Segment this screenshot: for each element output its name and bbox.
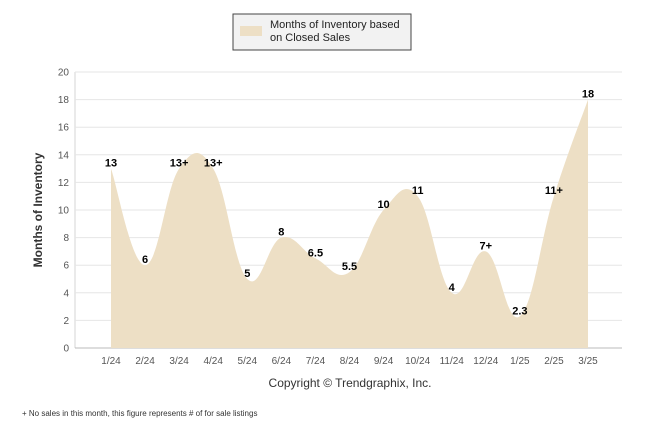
data-label: 13+ [170, 158, 189, 170]
data-label: 10 [377, 199, 389, 211]
y-tick-label: 4 [63, 288, 69, 299]
y-axis-ticks: 0 2 4 6 8 10 12 14 16 18 20 [58, 68, 70, 355]
y-tick-label: 6 [63, 261, 69, 272]
footnote-text: + No sales in this month, this figure re… [22, 409, 257, 418]
legend-swatch [240, 26, 262, 36]
y-tick-label: 14 [58, 150, 70, 161]
y-tick-label: 2 [63, 316, 69, 327]
x-tick-label: 9/24 [374, 356, 394, 367]
data-label: 5.5 [342, 261, 357, 273]
data-label: 11+ [545, 185, 563, 197]
legend: Months of Inventory based on Closed Sale… [232, 13, 412, 51]
area-fill [111, 99, 588, 348]
x-tick-label: 12/24 [473, 356, 498, 367]
x-axis-ticks: 1/24 2/24 3/24 4/24 5/24 6/24 7/24 8/24 9/24 10/2… [101, 356, 598, 367]
x-tick-label: 2/25 [544, 356, 564, 367]
data-label: 6 [142, 254, 148, 266]
data-labels: 13 6 13+ 13+ 5 8 6.5 5.5 10 11 4 7+ 2.3 11+ 18 [105, 89, 594, 318]
y-tick-label: 0 [63, 344, 69, 355]
copyright-text: Copyright © Trendgraphix, Inc. [269, 376, 432, 390]
y-tick-label: 20 [58, 68, 70, 79]
y-tick-label: 12 [58, 178, 70, 189]
legend-label-line-2: on Closed Sales [270, 32, 351, 44]
data-label: 7+ [480, 240, 493, 252]
x-tick-label: 10/24 [405, 356, 430, 367]
x-tick-label: 7/24 [306, 356, 326, 367]
data-label: 13+ [204, 158, 223, 170]
data-label: 8 [278, 227, 284, 239]
x-tick-label: 3/24 [169, 356, 189, 367]
data-label: 11 [412, 185, 424, 197]
y-tick-label: 18 [58, 95, 70, 106]
y-axis-label: Months of Inventory [31, 152, 45, 267]
y-tick-label: 16 [58, 123, 70, 134]
data-label: 2.3 [512, 305, 527, 317]
x-tick-label: 1/24 [101, 356, 121, 367]
x-tick-label: 1/25 [510, 356, 530, 367]
data-label: 6.5 [308, 247, 323, 259]
x-tick-label: 6/24 [272, 356, 292, 367]
legend-box [232, 13, 412, 51]
x-tick-label: 2/24 [135, 356, 155, 367]
data-label: 4 [449, 282, 456, 294]
x-tick-label: 5/24 [238, 356, 258, 367]
data-label: 5 [244, 268, 250, 280]
data-label: 13 [105, 158, 117, 170]
legend-label-line-1: Months of Inventory based [270, 19, 400, 31]
y-tick-label: 10 [58, 206, 70, 217]
data-label: 18 [582, 89, 594, 101]
x-tick-label: 11/24 [440, 356, 465, 367]
series-area [111, 99, 588, 348]
y-tick-label: 8 [63, 233, 69, 244]
x-tick-label: 8/24 [340, 356, 360, 367]
x-tick-label: 4/24 [203, 356, 223, 367]
x-tick-label: 3/25 [578, 356, 598, 367]
